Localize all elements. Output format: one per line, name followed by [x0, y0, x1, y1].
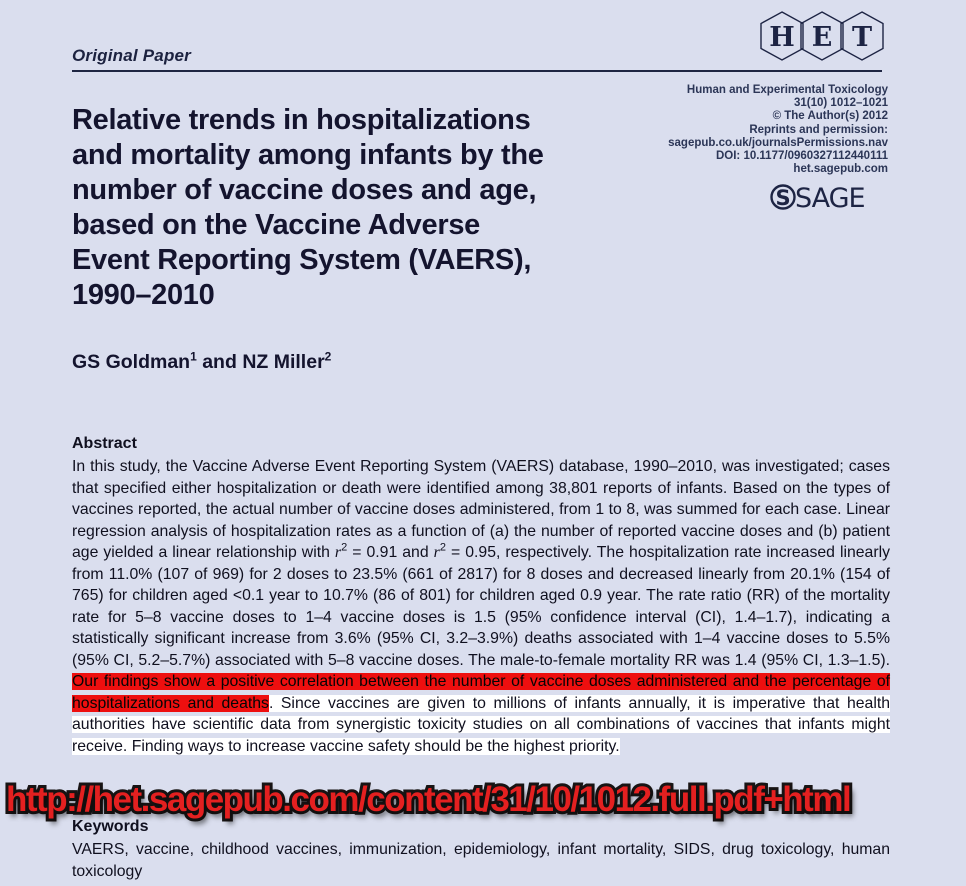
paper-title: Relative trends in hospitalizations and …: [72, 104, 544, 311]
abstract-segment-sup: 2: [341, 541, 348, 554]
journal-info-line: sagepub.co.uk/journalsPermissions.nav: [668, 136, 888, 149]
sage-logo-s: S: [775, 186, 790, 210]
journal-info-line: DOI: 10.1177/0960327112440111: [715, 150, 888, 163]
sage-publisher-logo-icon: S SAGE: [770, 183, 866, 212]
authors-connector: and: [196, 351, 243, 373]
sage-logo-wordmark: SAGE: [795, 183, 865, 212]
keywords-section: Keywords VAERS, vaccine, childhood vacci…: [72, 818, 890, 882]
het-journal-logo-icon: H E T: [760, 11, 884, 61]
journal-info-line: © The Author(s) 2012: [772, 110, 888, 123]
header-rule: [72, 70, 882, 72]
abstract-heading: Abstract: [72, 435, 137, 452]
abstract-segment-normal: = 0.91 and: [347, 544, 434, 561]
abstract-segment-italic: r: [433, 544, 440, 561]
abstract-section: Abstract In this study, the Vaccine Adve…: [72, 435, 890, 757]
keywords-heading: Keywords: [72, 818, 149, 835]
article-type-label: Original Paper: [72, 46, 192, 65]
authors-line: GS Goldman1 and NZ Miller2: [72, 351, 331, 374]
abstract-segment-normal: = 0.95, respectively. The hospitalizatio…: [72, 544, 890, 669]
abstract-segment-italic: r: [334, 544, 342, 561]
author-1-name: GS Goldman: [72, 351, 191, 373]
journal-info-line: 31(10) 1012–1021: [794, 97, 888, 110]
journal-citation-block: Human and Experimental Toxicology 31(10) …: [668, 84, 888, 176]
url-overlay-link[interactable]: http://het.sagepub.com/content/31/10/101…: [3, 777, 855, 822]
abstract-text: In this study, the Vaccine Adverse Event…: [72, 456, 890, 757]
keywords-text: VAERS, vaccine, childhood vaccines, immu…: [72, 841, 890, 880]
het-logo-letter-e: E: [812, 22, 833, 53]
author-2-affiliation-mark: 2: [324, 349, 332, 364]
het-logo-letter-t: T: [852, 22, 872, 53]
author-1-affiliation-mark: 1: [190, 349, 197, 364]
journal-info-line: Human and Experimental Toxicology: [686, 84, 888, 96]
author-2-name: NZ Miller: [242, 351, 325, 373]
journal-info-line: het.sagepub.com: [793, 163, 888, 176]
abstract-segment-normal: In this study, the Vaccine Adverse Event…: [72, 458, 890, 561]
journal-info-line: Reprints and permission:: [749, 123, 888, 136]
het-logo-letter-h: H: [769, 22, 795, 53]
abstract-segment-sup: 2: [439, 541, 446, 554]
